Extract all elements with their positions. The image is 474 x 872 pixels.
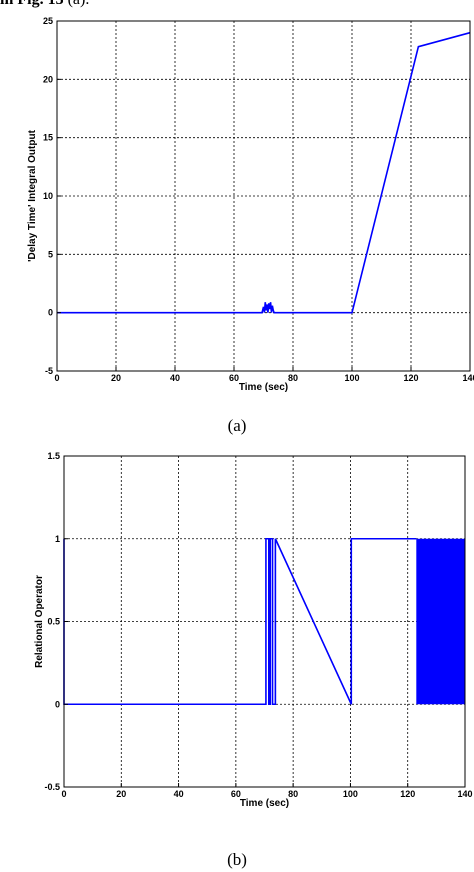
x-tick-label: 60 <box>229 373 239 383</box>
x-tick-label: 40 <box>174 789 184 799</box>
x-tick-label: 60 <box>231 789 241 799</box>
x-tick-label: 120 <box>403 373 418 383</box>
x-tick-label: 40 <box>170 373 180 383</box>
y-tick-label: 1 <box>55 534 60 544</box>
x-tick-label: 140 <box>462 373 474 383</box>
y-tick-label: 0 <box>48 308 53 318</box>
y-tick-label: 1.5 <box>47 451 60 461</box>
series-line-0 <box>57 31 471 314</box>
x-tick-label: 80 <box>288 373 298 383</box>
x-axis-label: Time (sec) <box>239 382 288 393</box>
y-tick-label: 5 <box>48 249 53 259</box>
x-tick-label: 140 <box>457 789 472 799</box>
preceding-text-suffix: (a). <box>64 0 90 8</box>
y-tick-label: 10 <box>43 191 53 201</box>
chart-a-caption: (a) <box>227 416 247 435</box>
x-tick-label: 20 <box>111 373 121 383</box>
x-tick-label: 120 <box>400 789 415 799</box>
preceding-text-main: in Fig. 13 <box>0 0 64 8</box>
chart-b-caption: (b) <box>227 850 247 869</box>
y-tick-label: -0.5 <box>44 782 60 792</box>
x-tick-label: 0 <box>54 373 59 383</box>
y-tick-label: 20 <box>43 74 53 84</box>
y-tick-label: 25 <box>43 16 53 26</box>
y-tick-label: 15 <box>43 133 53 143</box>
x-tick-label: 80 <box>288 789 298 799</box>
preceding-text: in Fig. 13 (a). <box>0 0 89 9</box>
series-filled-band <box>416 538 465 705</box>
x-axis-label: Time (sec) <box>240 798 289 809</box>
y-tick-label: -5 <box>45 366 53 376</box>
x-tick-label: 100 <box>344 373 359 383</box>
x-tick-label: 0 <box>61 789 66 799</box>
x-tick-label: 100 <box>343 789 358 799</box>
x-tick-label: 20 <box>116 789 126 799</box>
y-axis-label: Relational Operator <box>34 575 45 668</box>
y-axis-label: 'Delay Time' Integral Output <box>27 129 38 261</box>
y-tick-label: 0.5 <box>47 617 60 627</box>
series-line-0 <box>63 537 417 706</box>
y-tick-label: 0 <box>55 699 60 709</box>
